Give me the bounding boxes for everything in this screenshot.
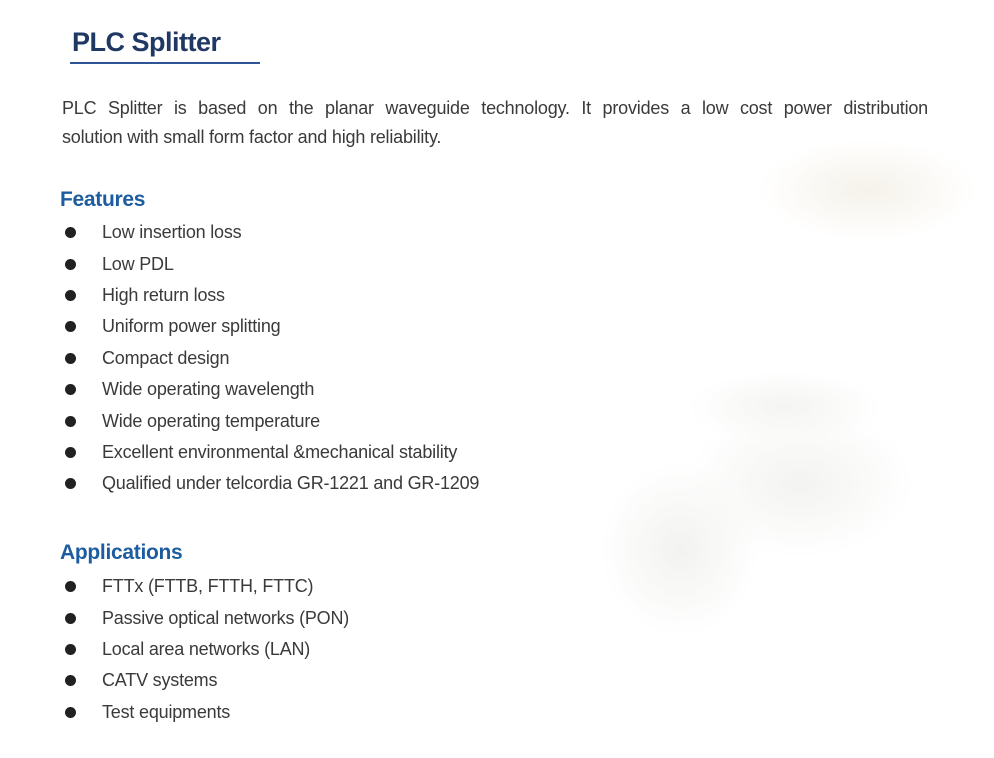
list-item-label: Compact design: [102, 347, 230, 368]
features-list: Low insertion loss Low PDL High return los…: [62, 217, 479, 500]
section-heading-applications: Applications: [60, 541, 183, 564]
description-line: solution with small form factor and high…: [62, 127, 442, 147]
list-item-label: Low PDL: [102, 253, 174, 274]
faded-image-artifact: [690, 372, 880, 442]
list-item-label: High return loss: [102, 284, 225, 305]
list-item-label: Test equipments: [102, 701, 231, 722]
list-item-label: FTTx (FTTB, FTTH, FTTC): [102, 576, 314, 597]
list-item: Compact design: [62, 343, 479, 374]
bullet-icon: [65, 352, 76, 364]
bullet-icon: [65, 289, 76, 301]
list-item: Passive optical networks (PON): [62, 602, 349, 633]
bullet-icon: [65, 321, 76, 333]
list-item-label: Low insertion loss: [102, 222, 242, 243]
list-item-label: Qualified under telcordia GR-1221 and GR…: [102, 473, 480, 494]
list-item-label: Wide operating temperature: [102, 410, 320, 431]
list-item: Uniform power splitting: [62, 311, 479, 342]
list-item-label: Excellent environmental &mechanical stab…: [102, 441, 458, 462]
list-item: Low PDL: [62, 248, 479, 279]
list-item-label: Local area networks (LAN): [102, 638, 311, 659]
bullet-icon: [65, 706, 76, 718]
list-item: Excellent environmental &mechanical stab…: [62, 437, 479, 468]
list-item: Low insertion loss: [62, 217, 479, 248]
list-item-label: Uniform power splitting: [102, 316, 281, 337]
title-underline: [70, 62, 260, 64]
list-item-label: CATV systems: [102, 670, 218, 691]
faded-image-artifact: [760, 140, 975, 240]
bullet-icon: [65, 446, 76, 458]
list-item-label: Passive optical networks (PON): [102, 607, 350, 628]
bullet-icon: [65, 643, 76, 655]
list-item: CATV systems: [62, 665, 349, 696]
list-item: Test equipments: [62, 697, 349, 728]
list-item: FTTx (FTTB, FTTH, FTTC): [62, 571, 349, 602]
description-line: PLC Splitter is based on the planar wave…: [62, 98, 928, 118]
bullet-icon: [65, 227, 76, 239]
bullet-icon: [65, 478, 76, 490]
list-item: Wide operating temperature: [62, 405, 479, 436]
bullet-icon: [65, 675, 76, 687]
section-heading-features: Features: [60, 188, 146, 211]
list-item: Qualified under telcordia GR-1221 and GR…: [62, 468, 479, 499]
applications-list: FTTx (FTTB, FTTH, FTTC) Passive optical n…: [62, 571, 349, 728]
list-item: Wide operating wavelength: [62, 374, 479, 405]
bullet-icon: [65, 581, 76, 593]
faded-image-artifact: [685, 408, 915, 558]
list-item-label: Wide operating wavelength: [102, 379, 315, 400]
bullet-icon: [65, 415, 76, 427]
bullet-icon: [65, 612, 76, 624]
list-item: High return loss: [62, 280, 479, 311]
bullet-icon: [65, 384, 76, 396]
bullet-icon: [65, 258, 76, 270]
faded-image-artifact: [600, 462, 760, 637]
description-paragraph: PLC Splitter is based on the planar wave…: [62, 94, 928, 152]
page-title: PLC Splitter: [72, 27, 221, 57]
list-item: Local area networks (LAN): [62, 634, 349, 665]
